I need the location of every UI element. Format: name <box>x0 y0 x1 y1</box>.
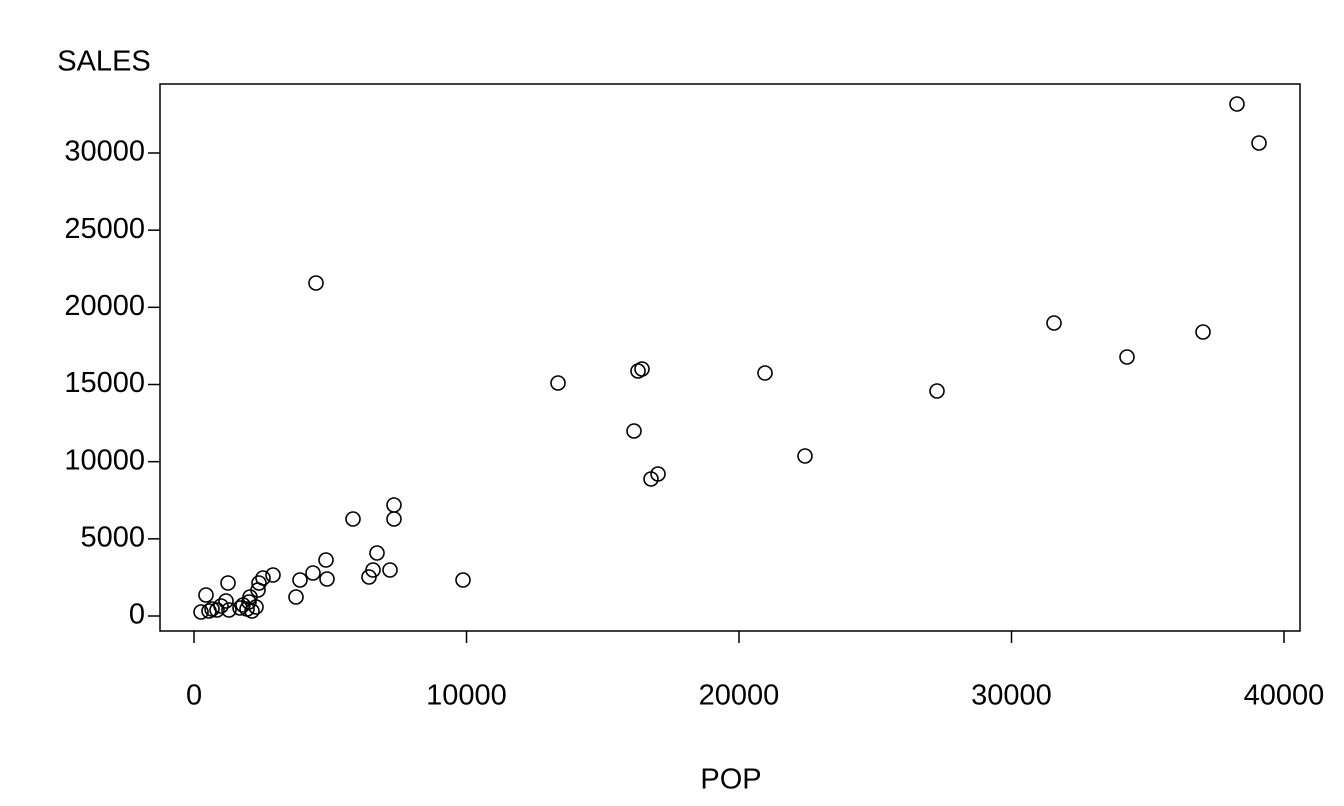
point <box>305 565 321 581</box>
point <box>221 602 237 618</box>
point <box>318 552 334 568</box>
point <box>382 562 398 578</box>
y-tick-label: 10000 <box>64 444 145 476</box>
y-axis-label: SALES <box>57 46 151 78</box>
x-tick-label: 20000 <box>699 680 780 712</box>
x-axis-label: POP <box>700 764 761 796</box>
point <box>929 383 945 399</box>
point <box>797 448 813 464</box>
x-tick-label: 40000 <box>1244 680 1325 712</box>
x-tick-label: 10000 <box>426 680 507 712</box>
point <box>386 511 402 527</box>
y-tick-label: 15000 <box>64 367 145 399</box>
point <box>248 599 264 615</box>
y-tick-label: 25000 <box>64 213 145 245</box>
point <box>361 569 377 585</box>
point <box>265 567 281 583</box>
point <box>308 275 324 291</box>
point <box>251 575 267 591</box>
y-tick-label: 30000 <box>64 136 145 168</box>
point <box>201 603 217 619</box>
point <box>630 363 646 379</box>
point <box>220 575 236 591</box>
y-tick-label: 5000 <box>80 521 145 553</box>
point <box>1229 96 1245 112</box>
point <box>369 545 385 561</box>
y-tick-label: 20000 <box>64 290 145 322</box>
point <box>550 375 566 391</box>
plot-box <box>159 83 1301 632</box>
y-tick-label: 0 <box>129 599 145 631</box>
point <box>345 511 361 527</box>
point <box>386 497 402 513</box>
point <box>209 602 225 618</box>
point <box>1251 135 1267 151</box>
point <box>643 471 659 487</box>
x-tick-label: 30000 <box>971 680 1052 712</box>
point <box>757 365 773 381</box>
point <box>244 603 260 619</box>
point <box>232 600 248 616</box>
point <box>626 423 642 439</box>
x-tick-label: 0 <box>186 680 202 712</box>
point <box>193 604 209 620</box>
point <box>1046 315 1062 331</box>
point <box>1195 324 1211 340</box>
point <box>218 593 234 609</box>
point <box>198 587 214 603</box>
point <box>455 572 471 588</box>
point <box>288 589 304 605</box>
point <box>319 571 335 587</box>
point <box>1119 349 1135 365</box>
point <box>292 572 308 588</box>
